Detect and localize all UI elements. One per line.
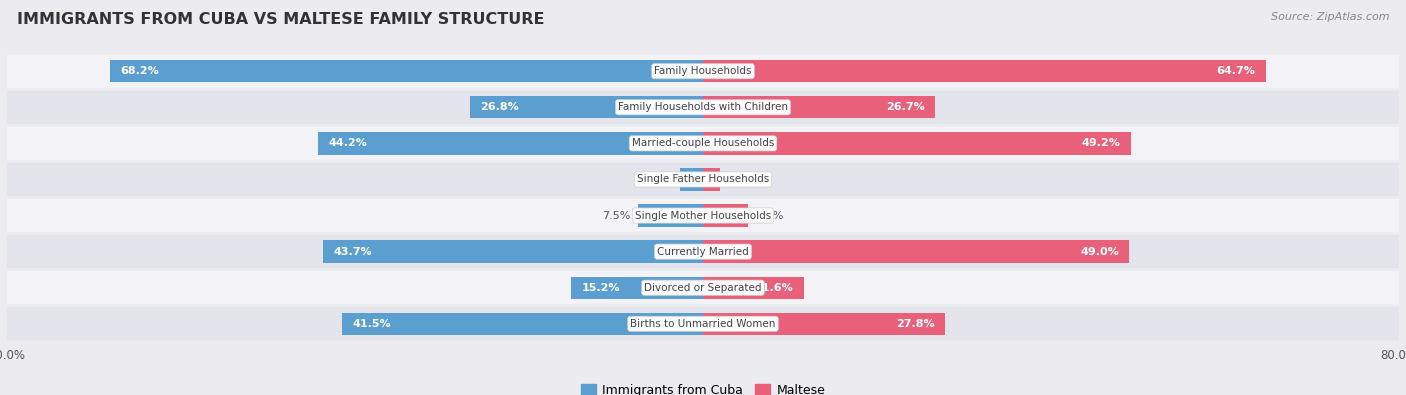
Text: 43.7%: 43.7%: [333, 246, 373, 257]
Bar: [703, 204, 748, 227]
Text: 7.5%: 7.5%: [602, 211, 631, 220]
Text: Married-couple Households: Married-couple Households: [631, 138, 775, 149]
FancyBboxPatch shape: [0, 127, 1406, 160]
Bar: [703, 132, 1130, 154]
Bar: [571, 276, 703, 299]
Bar: [323, 241, 703, 263]
Bar: [638, 204, 703, 227]
Text: Births to Unmarried Women: Births to Unmarried Women: [630, 319, 776, 329]
Text: Family Households with Children: Family Households with Children: [619, 102, 787, 112]
Text: Single Mother Households: Single Mother Households: [636, 211, 770, 220]
Text: 41.5%: 41.5%: [353, 319, 391, 329]
Text: 49.0%: 49.0%: [1080, 246, 1119, 257]
Text: 5.2%: 5.2%: [755, 211, 783, 220]
Text: 15.2%: 15.2%: [581, 283, 620, 293]
Text: 64.7%: 64.7%: [1216, 66, 1256, 76]
Text: 2.0%: 2.0%: [727, 175, 756, 184]
Bar: [703, 241, 1129, 263]
FancyBboxPatch shape: [0, 55, 1406, 88]
Legend: Immigrants from Cuba, Maltese: Immigrants from Cuba, Maltese: [575, 379, 831, 395]
Text: Single Father Households: Single Father Households: [637, 175, 769, 184]
FancyBboxPatch shape: [0, 235, 1406, 268]
Bar: [110, 60, 703, 83]
Bar: [703, 168, 720, 191]
Text: IMMIGRANTS FROM CUBA VS MALTESE FAMILY STRUCTURE: IMMIGRANTS FROM CUBA VS MALTESE FAMILY S…: [17, 12, 544, 27]
Bar: [679, 168, 703, 191]
FancyBboxPatch shape: [0, 91, 1406, 124]
Text: Currently Married: Currently Married: [657, 246, 749, 257]
Text: Divorced or Separated: Divorced or Separated: [644, 283, 762, 293]
Text: 68.2%: 68.2%: [120, 66, 159, 76]
FancyBboxPatch shape: [0, 307, 1406, 340]
FancyBboxPatch shape: [0, 199, 1406, 232]
Bar: [470, 96, 703, 118]
Text: 27.8%: 27.8%: [896, 319, 935, 329]
Bar: [319, 132, 703, 154]
Text: 44.2%: 44.2%: [329, 138, 368, 149]
Text: Family Households: Family Households: [654, 66, 752, 76]
Text: Source: ZipAtlas.com: Source: ZipAtlas.com: [1271, 12, 1389, 22]
FancyBboxPatch shape: [0, 163, 1406, 196]
Text: 26.8%: 26.8%: [481, 102, 519, 112]
Bar: [703, 96, 935, 118]
Text: 2.7%: 2.7%: [644, 175, 672, 184]
Bar: [703, 60, 1265, 83]
Bar: [703, 312, 945, 335]
Text: 11.6%: 11.6%: [755, 283, 793, 293]
Text: 26.7%: 26.7%: [886, 102, 925, 112]
Text: 49.2%: 49.2%: [1081, 138, 1121, 149]
Bar: [703, 276, 804, 299]
Bar: [342, 312, 703, 335]
FancyBboxPatch shape: [0, 271, 1406, 304]
